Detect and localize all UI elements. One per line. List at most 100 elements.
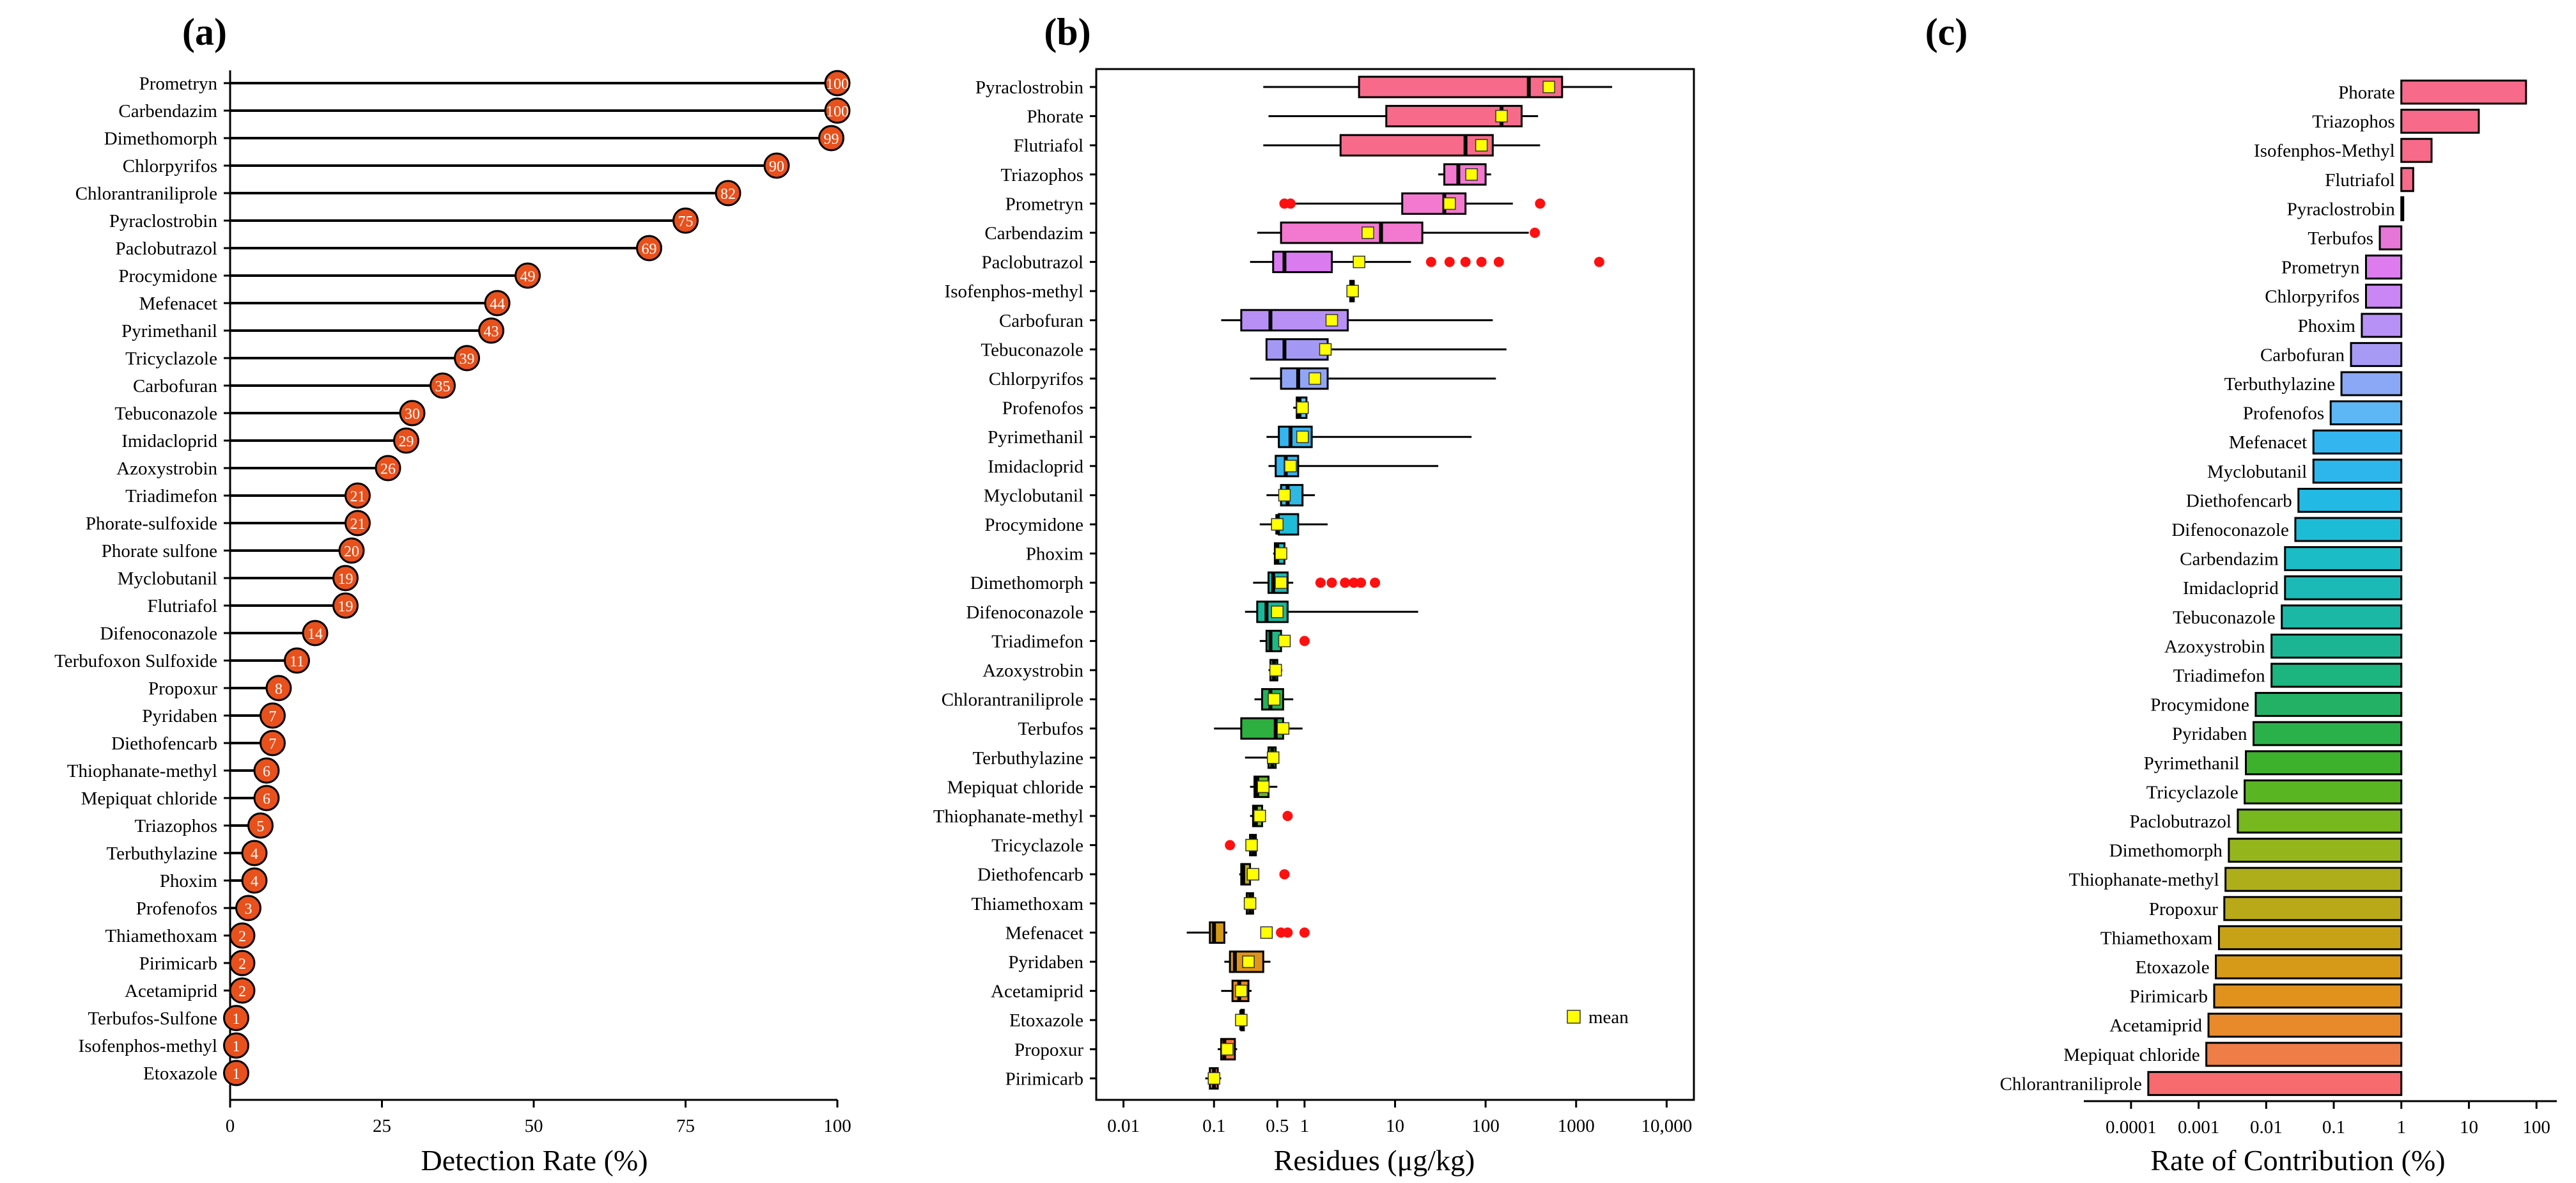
panel-c-bar: [2297, 487, 2403, 513]
panel-b-outlier: [1425, 256, 1436, 267]
panel-a-category-label: Tebuconazole: [114, 403, 217, 424]
panel-b-outlier: [1476, 256, 1487, 267]
panel-a-category-label: Prometryn: [139, 74, 218, 94]
panel-c-bar: [2400, 79, 2527, 105]
panel-b-box: [1209, 921, 1225, 944]
panel-c-category-label: Pirimicarb: [2130, 987, 2208, 1007]
panel-c: (c) Rate of Contribution (%) 0.0001 0.001…: [1925, 11, 2557, 1177]
panel-a-value-label: 5: [257, 819, 265, 835]
panel-b-category-label: Mefenacet: [1005, 923, 1083, 943]
panel-b-xtick-label: 10: [1386, 1116, 1404, 1136]
panel-c-bar: [2284, 546, 2403, 572]
panel-a-value-label: 11: [290, 654, 304, 670]
panel-a-category-label: Imidacloprid: [121, 431, 217, 451]
panel-a-lollipop-head: [235, 895, 261, 921]
panel-b-category-label: Procymidone: [984, 515, 1083, 535]
panel-b-mean-marker: [1268, 693, 1280, 706]
panel-b-mean-marker: [1245, 838, 1258, 852]
panel-b-box: [1401, 192, 1467, 215]
panel-c-bar: [2270, 662, 2403, 688]
panel-c-xlabel: Rate of Contribution (%): [2150, 1144, 2445, 1177]
panel-a-lollipop-head: [763, 152, 790, 179]
panel-b-mean-marker: [1362, 226, 1374, 239]
panel-a-xtick-label: 50: [525, 1116, 543, 1136]
panel-b-xtick-label: 1000: [1558, 1116, 1595, 1136]
panel-c-xtick-label: 0.01: [2250, 1117, 2283, 1138]
panel-a-lollipop-head: [229, 922, 256, 949]
panel-b-category-label: Etoxazole: [1009, 1010, 1083, 1031]
panel-c-bar: [2237, 808, 2403, 834]
panel-a-xtick-label: 75: [676, 1116, 695, 1136]
panel-c-xtick-label: 0.0001: [2106, 1117, 2157, 1138]
panel-a-category-label: Mepiquat chloride: [81, 788, 217, 809]
panel-a-category-label: Triadimefon: [125, 486, 217, 506]
panel-b-mean-marker: [1278, 634, 1291, 648]
panel-a-lollipop-head: [223, 1060, 249, 1086]
panel-b-mean-marker: [1260, 926, 1273, 939]
panel-c-bar: [2207, 1012, 2403, 1038]
panel-a-lollipop-head: [818, 125, 844, 152]
panel-b-category-label: Phorate: [1027, 107, 1083, 127]
panel-b-outlier: [1348, 577, 1359, 588]
panel-b-mean-marker: [1325, 314, 1338, 327]
panel-b-mean-marker: [1267, 751, 1280, 764]
panel-b-category-label: Paclobutrazol: [982, 253, 1083, 273]
panel-b-mean-marker: [1221, 1043, 1234, 1056]
panel-a-category-label: Pyrimethanil: [121, 321, 217, 341]
panel-a-lollipop-head: [345, 482, 371, 509]
panel-c-bar: [2244, 779, 2403, 804]
panel-a-value-label: 21: [350, 516, 366, 533]
panel-b-category-label: Myclobutanil: [984, 485, 1083, 506]
panel-b-box: [1278, 513, 1300, 536]
panel-c-category-label: Pyridaben: [2172, 724, 2247, 744]
panel-b-xlabel: Residues (μg/kg): [1274, 1144, 1475, 1177]
panel-a-category-label: Procymidone: [118, 266, 217, 286]
panel-c-category-label: Difenoconazole: [2171, 520, 2289, 540]
panel-a-lollipop-head: [454, 345, 480, 372]
panel-b-mean-marker: [1257, 780, 1270, 794]
panel-a-lollipop-head: [824, 97, 851, 124]
panel-a-lollipop-head: [375, 455, 401, 482]
panel-c-category-label: Pyraclostrobin: [2287, 199, 2396, 219]
panel-b-outlier: [1460, 256, 1471, 267]
panel-b-xtick-label: 100: [1471, 1116, 1500, 1136]
panel-a-category-label: Flutriafol: [147, 596, 217, 616]
panel-b-category-label: Triazophos: [1001, 165, 1083, 185]
panel-c-bar: [2284, 575, 2403, 600]
panel-a-value-label: 7: [269, 709, 277, 725]
panel-b: (b) Residues (μg/kg) 0.01 0.1 0.5 1 10 100 100…: [933, 11, 1695, 1177]
panel-b-category-label: Thiophanate-methyl: [933, 806, 1083, 827]
panel-a: (a) Detection Rate (%) 0 25 50 75 100Prometr…: [54, 11, 851, 1177]
panel-b-category-label: Imidacloprid: [988, 457, 1083, 477]
panel-c-category-label: Carbendazim: [2180, 549, 2279, 570]
panel-b-mean-marker: [1276, 722, 1290, 735]
panel-a-category-label: Phorate sulfone: [102, 541, 217, 561]
panel-a-lollipop-head: [223, 1032, 249, 1059]
panel-b-outlier: [1299, 927, 1310, 938]
panel-c-category-label: Dimethomorph: [2109, 841, 2223, 861]
panel-b-outlier: [1326, 577, 1337, 588]
panel-a-lollipop-head: [672, 207, 699, 234]
panel-a-category-label: Tricyclazole: [125, 349, 217, 369]
panel-a-category-label: Myclobutanil: [118, 568, 217, 589]
panel-b-box: [1358, 75, 1563, 98]
panel-b-mean-marker: [1296, 430, 1309, 443]
panel-a-lollipop-head: [253, 785, 280, 811]
panel-c-bar: [2312, 429, 2403, 455]
panel-a-value-label: 29: [399, 434, 414, 450]
panel-c-category-label: Etoxazole: [2136, 957, 2210, 978]
panel-a-xtick-label: 0: [226, 1116, 235, 1136]
panel-b-category-label: Tricyclazole: [991, 836, 1083, 856]
panel-b-mean-marker: [1275, 576, 1287, 589]
panel-a-category-label: Propoxur: [148, 678, 217, 699]
panel-c-bar: [2223, 896, 2403, 921]
panel-a-xtick-label: 25: [373, 1116, 391, 1136]
panel-c-bar: [2147, 1070, 2403, 1096]
panel-a-category-label: Paclobutrazol: [116, 239, 217, 259]
panel-b-box: [1339, 134, 1494, 157]
panel-c-bar: [2400, 196, 2405, 221]
panel-a-lollipop-head: [430, 372, 456, 399]
panel-b-legend-marker: [1567, 1010, 1581, 1024]
panel-c-bar: [2361, 313, 2403, 338]
panel-c-category-label: Mefenacet: [2229, 432, 2307, 453]
